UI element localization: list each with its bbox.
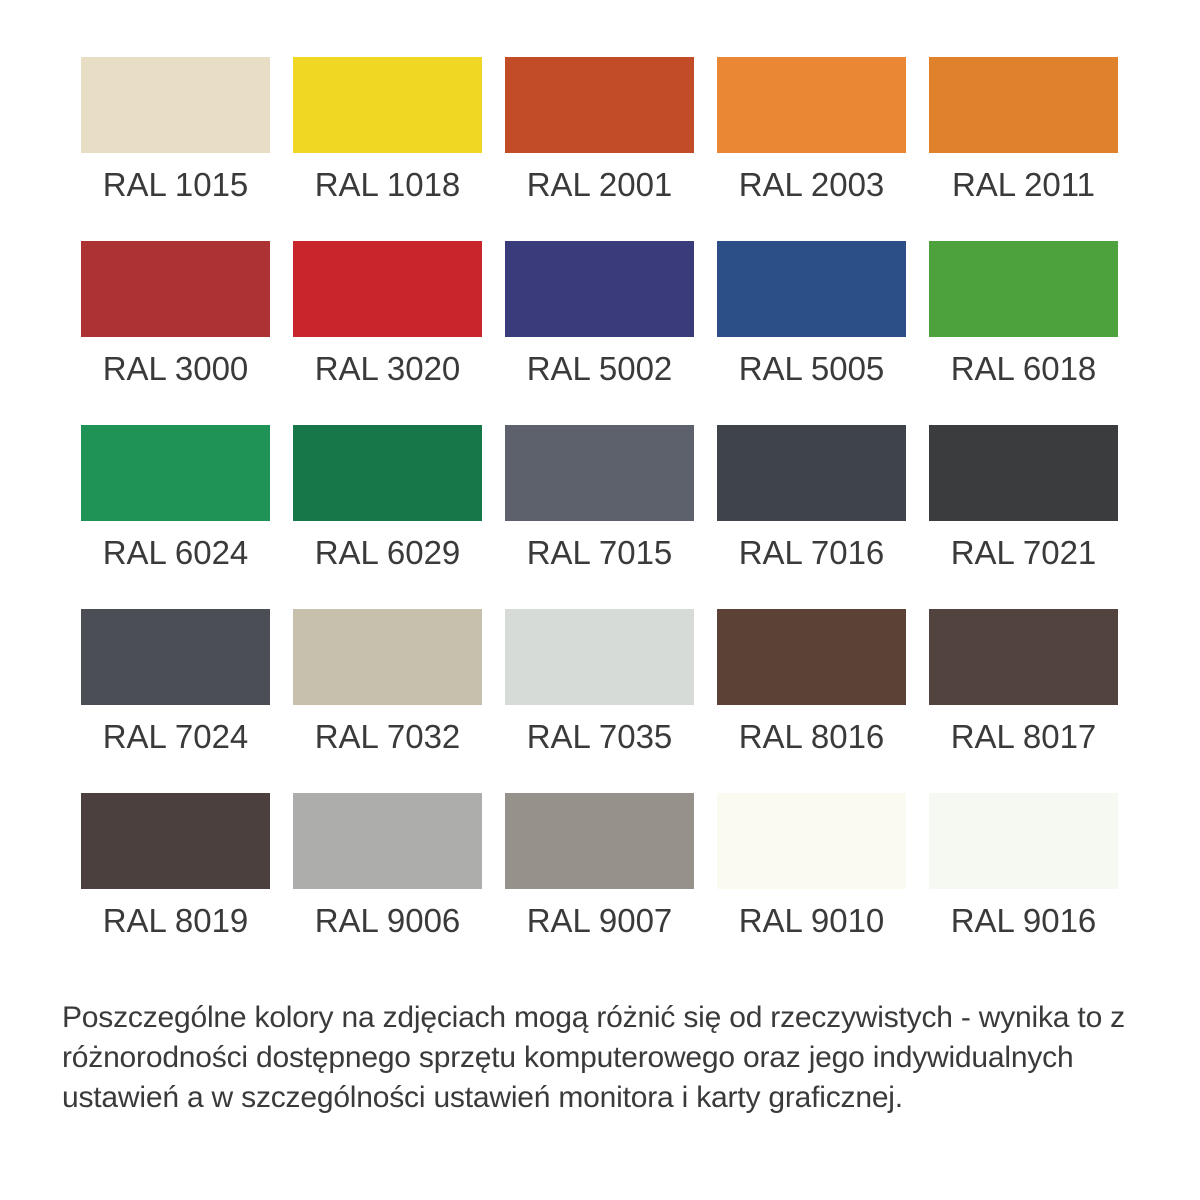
color-swatch — [505, 241, 694, 337]
swatch-cell: RAL 7035 — [505, 609, 694, 793]
color-swatch — [81, 241, 270, 337]
color-swatch — [293, 425, 482, 521]
color-swatch — [81, 793, 270, 889]
swatch-label: RAL 1018 — [314, 166, 461, 203]
swatch-cell: RAL 2011 — [929, 57, 1118, 241]
swatch-label: RAL 8017 — [950, 718, 1097, 755]
color-swatch — [505, 57, 694, 153]
swatch-cell: RAL 2001 — [505, 57, 694, 241]
swatch-label: RAL 6029 — [314, 534, 461, 571]
color-swatch — [717, 425, 906, 521]
swatch-cell: RAL 9016 — [929, 793, 1118, 977]
swatch-cell: RAL 9006 — [293, 793, 482, 977]
color-swatch — [717, 241, 906, 337]
swatch-label: RAL 5005 — [738, 350, 885, 387]
color-swatch — [293, 57, 482, 153]
color-swatch — [505, 609, 694, 705]
swatch-label: RAL 3000 — [102, 350, 249, 387]
swatch-label: RAL 9016 — [950, 902, 1097, 939]
swatch-cell: RAL 8019 — [81, 793, 270, 977]
swatch-cell: RAL 2003 — [717, 57, 906, 241]
swatch-cell: RAL 5002 — [505, 241, 694, 425]
color-swatch — [717, 57, 906, 153]
color-swatch — [293, 609, 482, 705]
swatch-cell: RAL 7021 — [929, 425, 1118, 609]
swatch-cell: RAL 7016 — [717, 425, 906, 609]
swatch-cell: RAL 9010 — [717, 793, 906, 977]
swatch-label: RAL 1015 — [102, 166, 249, 203]
swatch-label: RAL 8019 — [102, 902, 249, 939]
swatch-cell: RAL 8016 — [717, 609, 906, 793]
disclaimer-line-2: różnorodności dostępnego sprzętu kompute… — [62, 1041, 1074, 1074]
swatch-label: RAL 7016 — [738, 534, 885, 571]
color-swatch — [505, 425, 694, 521]
swatch-cell: RAL 8017 — [929, 609, 1118, 793]
color-swatch — [81, 425, 270, 521]
color-swatch — [717, 609, 906, 705]
swatch-cell: RAL 7032 — [293, 609, 482, 793]
color-swatch — [929, 241, 1118, 337]
swatch-cell: RAL 7024 — [81, 609, 270, 793]
color-swatch — [81, 609, 270, 705]
color-swatch — [929, 609, 1118, 705]
swatch-cell: RAL 6024 — [81, 425, 270, 609]
swatch-label: RAL 9006 — [314, 902, 461, 939]
swatch-cell: RAL 6029 — [293, 425, 482, 609]
color-swatch — [929, 425, 1118, 521]
swatch-cell: RAL 1018 — [293, 57, 482, 241]
swatch-cell: RAL 1015 — [81, 57, 270, 241]
color-swatch — [929, 793, 1118, 889]
swatch-label: RAL 6018 — [950, 350, 1097, 387]
swatch-label: RAL 7032 — [314, 718, 461, 755]
swatch-label: RAL 3020 — [314, 350, 461, 387]
color-swatch — [505, 793, 694, 889]
swatch-cell: RAL 5005 — [717, 241, 906, 425]
swatch-cell: RAL 3000 — [81, 241, 270, 425]
swatch-label: RAL 7035 — [526, 718, 673, 755]
swatch-label: RAL 2001 — [526, 166, 673, 203]
swatch-label: RAL 8016 — [738, 718, 885, 755]
color-swatch — [717, 793, 906, 889]
swatch-label: RAL 7024 — [102, 718, 249, 755]
color-swatch — [929, 57, 1118, 153]
swatch-cell: RAL 9007 — [505, 793, 694, 977]
swatch-label: RAL 2003 — [738, 166, 885, 203]
swatch-label: RAL 5002 — [526, 350, 673, 387]
swatch-cell: RAL 7015 — [505, 425, 694, 609]
color-swatch — [293, 241, 482, 337]
swatch-cell: RAL 6018 — [929, 241, 1118, 425]
disclaimer-line-3: ustawień a w szczególności ustawień moni… — [62, 1081, 903, 1114]
swatch-label: RAL 9007 — [526, 902, 673, 939]
ral-swatch-grid: RAL 1015 RAL 1018 RAL 2001 RAL 2003 RAL 2011… — [81, 57, 1118, 977]
swatch-label: RAL 6024 — [102, 534, 249, 571]
swatch-label: RAL 2011 — [951, 166, 1096, 203]
disclaimer-line-1: Poszczególne kolory na zdjęciach mogą ró… — [62, 1001, 1125, 1034]
swatch-label: RAL 7021 — [950, 534, 1097, 571]
disclaimer-text: Poszczególne kolory na zdjęciach mogą ró… — [62, 998, 1125, 1118]
color-swatch — [81, 57, 270, 153]
color-swatch — [293, 793, 482, 889]
swatch-cell: RAL 3020 — [293, 241, 482, 425]
swatch-label: RAL 7015 — [526, 534, 673, 571]
swatch-label: RAL 9010 — [738, 902, 885, 939]
